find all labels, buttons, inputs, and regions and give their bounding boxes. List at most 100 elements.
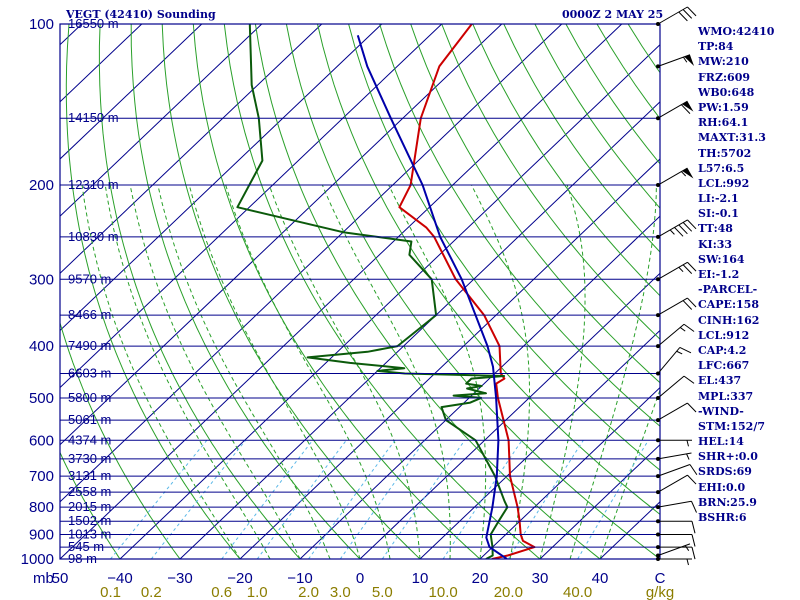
index-item: LI:-2.1 bbox=[698, 192, 739, 206]
wind-barb bbox=[656, 452, 692, 461]
temperature-tick-label: 10 bbox=[412, 570, 429, 587]
isotherm-line bbox=[299, 215, 660, 559]
mixing-ratio-tick-label: 0.2 bbox=[141, 584, 162, 600]
index-item: SHR+:0.0 bbox=[698, 450, 758, 464]
index-item: SRDS:69 bbox=[698, 465, 752, 479]
index-item: WMO:42410 bbox=[698, 25, 775, 38]
wind-barb bbox=[656, 545, 696, 560]
index-item: TT:48 bbox=[698, 222, 733, 236]
height-label: 10830 m bbox=[68, 229, 119, 244]
station-title: VEGT (42410) Sounding bbox=[66, 8, 216, 21]
temperature-tick-label: 0 bbox=[356, 570, 364, 587]
isotherm-line bbox=[60, 24, 203, 160]
wind-barb bbox=[656, 543, 691, 558]
moist-adiabat-line bbox=[569, 185, 657, 559]
index-item: -PARCEL- bbox=[698, 283, 758, 297]
index-item: CAPE:158 bbox=[698, 298, 759, 312]
wind-barb bbox=[656, 261, 697, 282]
mixing-ratio-tick-label: 10.0 bbox=[429, 584, 458, 600]
height-label: 8466 m bbox=[68, 307, 111, 322]
mixing-ratio-tick-label: 0.6 bbox=[211, 584, 232, 600]
index-item: FRZ:609 bbox=[698, 70, 751, 84]
dry-adiabat-line bbox=[285, 24, 660, 559]
wind-barb bbox=[656, 100, 694, 121]
isotherm-line bbox=[60, 24, 323, 274]
mixing-ratio-tick-label: 3.0 bbox=[330, 584, 351, 600]
temperature-tick-label: −40 bbox=[107, 570, 132, 587]
pressure-tick-label: 500 bbox=[29, 390, 54, 407]
moist-adiabat-line bbox=[539, 184, 586, 559]
pressure-tick-label: 300 bbox=[29, 271, 54, 288]
wind-barb bbox=[656, 219, 697, 239]
temperature-unit-label: C bbox=[655, 570, 666, 587]
index-item: -WIND- bbox=[698, 404, 744, 418]
index-item: LCL:992 bbox=[698, 176, 750, 190]
isotherm-line bbox=[419, 329, 660, 559]
pressure-tick-label: 800 bbox=[29, 499, 54, 516]
index-item: EHI:0.0 bbox=[698, 480, 746, 494]
index-item: L57:6.5 bbox=[698, 161, 745, 175]
isotherm-line bbox=[60, 24, 263, 217]
index-item: EI:-1.2 bbox=[698, 268, 740, 281]
temperature-tick-label: −10 bbox=[287, 570, 312, 587]
mixing-ratio-line bbox=[577, 440, 649, 559]
height-label: 4374 m bbox=[68, 432, 111, 447]
moist-adiabat-line bbox=[599, 388, 660, 559]
height-label: 3131 m bbox=[68, 468, 111, 483]
height-label: 98 m bbox=[68, 551, 97, 566]
stability-indices-panel: WMO:42410 TP:84 MW:210 FRZ:609 WB0:648 PW:1.5… bbox=[698, 24, 774, 525]
wind-barb bbox=[656, 167, 694, 188]
index-item: WB0:648 bbox=[698, 85, 755, 99]
index-item: SW:164 bbox=[698, 252, 745, 266]
wind-barb bbox=[656, 297, 697, 318]
wind-barb bbox=[656, 500, 697, 513]
mixing-ratio-line bbox=[381, 440, 466, 559]
parcel-profile bbox=[356, 35, 508, 559]
height-label: 5061 m bbox=[68, 412, 111, 427]
index-item: STM:152/7 bbox=[698, 419, 765, 433]
temperature-tick-label: 40 bbox=[592, 570, 609, 587]
wind-barb bbox=[656, 519, 696, 534]
wind-barb bbox=[656, 438, 692, 447]
height-label: 2558 m bbox=[68, 484, 111, 499]
dewpoint-profile bbox=[236, 24, 509, 559]
axes bbox=[59, 23, 661, 560]
index-item: CAP:4.2 bbox=[698, 343, 747, 357]
index-item: SI:-0.1 bbox=[698, 207, 739, 221]
mixing-ratio-tick-label: 1.0 bbox=[247, 584, 268, 600]
index-item: EL:437 bbox=[698, 374, 742, 388]
profile-lines bbox=[236, 24, 536, 559]
index-item: TH:5702 bbox=[698, 146, 752, 160]
index-item: LFC:667 bbox=[698, 359, 750, 373]
index-item: KI:33 bbox=[698, 237, 733, 251]
index-item: RH:64.1 bbox=[698, 116, 749, 130]
isotherm-line bbox=[239, 158, 660, 559]
pressure-tick-label: 400 bbox=[29, 338, 54, 355]
pressure-tick-label: 600 bbox=[29, 432, 54, 449]
isotherm-line bbox=[60, 24, 383, 332]
index-item: TP:84 bbox=[698, 40, 734, 54]
wind-barb bbox=[656, 54, 695, 69]
pressure-tick-label: 200 bbox=[29, 177, 54, 194]
moist-adiabat-line bbox=[188, 184, 361, 559]
temperature-tick-label: 20 bbox=[472, 570, 489, 587]
mixing-ratio-line bbox=[256, 440, 347, 559]
isotherm-line bbox=[179, 101, 660, 559]
grid-lines bbox=[60, 24, 660, 559]
index-item: BSHR:6 bbox=[698, 511, 747, 524]
pressure-unit-label: mb bbox=[33, 570, 54, 587]
index-item: HEL:14 bbox=[698, 435, 744, 449]
wind-barb bbox=[656, 346, 692, 376]
plot-frame bbox=[59, 23, 661, 560]
height-label: 7490 m bbox=[68, 338, 111, 353]
mixing-ratio-unit-label: g/kg bbox=[646, 584, 674, 600]
wind-barb bbox=[656, 375, 695, 400]
mixing-ratio-tick-label: 0.1 bbox=[100, 584, 121, 600]
mixing-ratio-tick-label: 2.0 bbox=[298, 584, 319, 600]
temperature-tick-label: −20 bbox=[227, 570, 252, 587]
dry-adiabat-line bbox=[254, 24, 601, 559]
mixing-ratio-line bbox=[339, 440, 426, 559]
